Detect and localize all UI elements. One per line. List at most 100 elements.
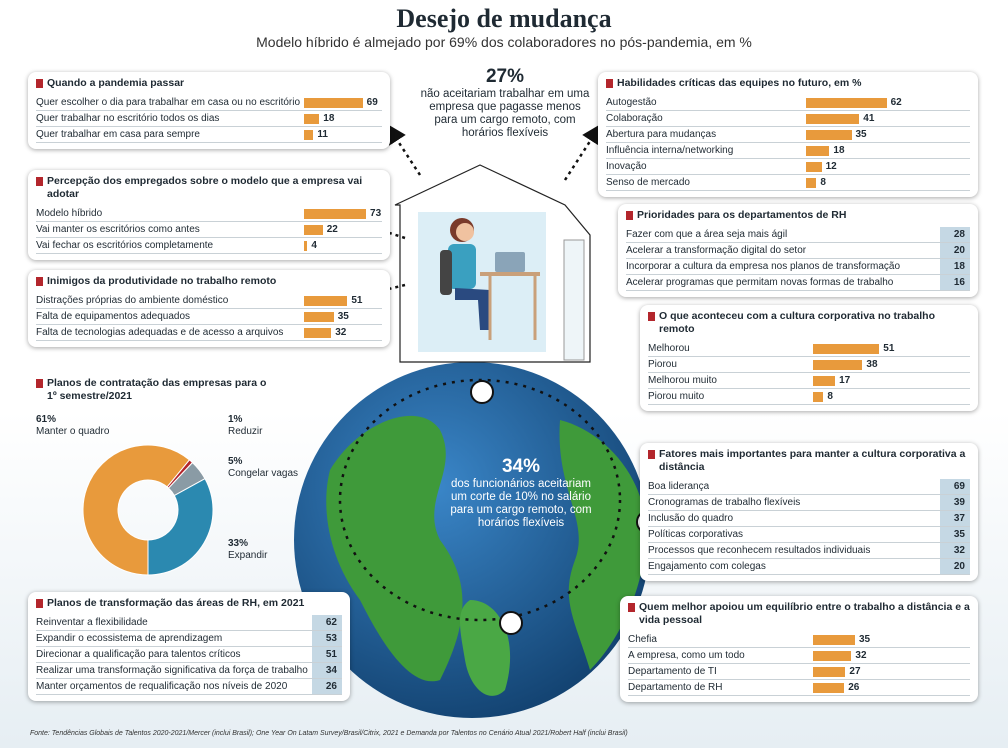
value-label: 32 bbox=[335, 327, 347, 338]
bar-row: Quer escolher o dia para trabalhar em ca… bbox=[36, 95, 382, 111]
category-label: A empresa, como um todo bbox=[628, 650, 745, 661]
value-label: 27 bbox=[849, 666, 861, 677]
category-label: Acelerar a transformação digital do seto… bbox=[626, 245, 807, 256]
arrow bbox=[386, 123, 422, 176]
slice-label: 33% Expandir bbox=[228, 538, 267, 562]
bar bbox=[304, 311, 334, 322]
slice-category: Reduzir bbox=[228, 426, 263, 437]
slice-value: 33% bbox=[228, 538, 249, 549]
category-label: Incorporar a cultura da empresa nos plan… bbox=[626, 261, 901, 272]
category-label: Processos que reconhecem resultados indi… bbox=[648, 545, 871, 556]
category-label: Boa liderança bbox=[648, 481, 710, 492]
slice-category: Manter o quadro bbox=[36, 426, 110, 437]
table-row: Fazer com que a área seja mais ágil 28 bbox=[626, 227, 970, 243]
value-label: 62 bbox=[890, 97, 902, 108]
callout-value: 34% bbox=[501, 456, 541, 477]
bar-row: Autogestão 62 bbox=[606, 95, 970, 111]
bar-row: Modelo híbrido 73 bbox=[36, 206, 382, 222]
value-label: 18 bbox=[323, 113, 335, 124]
bar-row: Senso de mercado 8 bbox=[606, 175, 970, 191]
chart-title: Prioridades para os departamentos de RH bbox=[626, 209, 970, 222]
title: Desejo de mudança bbox=[396, 4, 612, 33]
value-label: 26 bbox=[848, 682, 860, 693]
bar-row: Vai manter os escritórios como antes 22 bbox=[36, 222, 382, 238]
bar bbox=[813, 359, 863, 370]
category-label: Quer trabalhar em casa para sempre bbox=[36, 129, 200, 140]
chart-panel: Quem melhor apoiou um equilíbrio entre o… bbox=[620, 596, 978, 702]
table-value: 35 bbox=[940, 527, 970, 542]
value-label: 35 bbox=[855, 129, 867, 140]
source: Fonte: Tendências Globais de Talentos 20… bbox=[30, 730, 628, 737]
value-label: 73 bbox=[370, 208, 382, 219]
bar-row: A empresa, como um todo 32 bbox=[628, 648, 970, 664]
bar bbox=[813, 375, 836, 386]
category-label: Vai manter os escritórios como antes bbox=[36, 224, 200, 235]
category-label: Realizar uma transformação significativa… bbox=[36, 665, 308, 676]
bar bbox=[806, 113, 860, 124]
table-value: 34 bbox=[312, 663, 342, 678]
callout: 27% não aceitariam trabalhar em uma empr… bbox=[420, 66, 590, 140]
value-label: 35 bbox=[337, 311, 349, 322]
chart-panel: Planos de contratação das empresas para … bbox=[28, 372, 358, 584]
bar bbox=[806, 145, 830, 156]
orbit bbox=[338, 378, 622, 622]
value-label: 22 bbox=[326, 224, 338, 235]
bar-row: Vai fechar os escritórios completamente 4 bbox=[36, 238, 382, 254]
callout: 34% dos funcionários aceitariam um corte… bbox=[446, 456, 596, 530]
value-label: 4 bbox=[311, 240, 317, 251]
table-row: Expandir o ecossistema de aprendizagem 53 bbox=[36, 631, 342, 647]
bar-row: Distrações próprias do ambiente doméstic… bbox=[36, 293, 382, 309]
table-row: Políticas corporativas 35 bbox=[648, 527, 970, 543]
table-value: 16 bbox=[940, 275, 970, 290]
category-label: Engajamento com colegas bbox=[648, 561, 766, 572]
value-label: 11 bbox=[317, 129, 328, 140]
category-label: Departamento de TI bbox=[628, 666, 717, 677]
chart-title: Fatores mais importantes para manter a c… bbox=[648, 448, 970, 474]
category-label: Expandir o ecossistema de aprendizagem bbox=[36, 633, 223, 644]
value-label: 32 bbox=[855, 650, 867, 661]
slice-label: 61% Manter o quadro bbox=[36, 414, 109, 438]
table-value: 32 bbox=[940, 543, 970, 558]
slice-value: 5% bbox=[228, 456, 243, 467]
chart-panel: Inimigos da produtividade no trabalho re… bbox=[28, 270, 390, 347]
continent bbox=[326, 415, 463, 682]
category-label: Colaboração bbox=[606, 113, 663, 124]
bar-row: Piorou muito 8 bbox=[648, 389, 970, 405]
callout-text: não aceitariam trabalhar em uma empresa … bbox=[420, 88, 590, 139]
table-row: Reinventar a flexibilidade 62 bbox=[36, 615, 342, 631]
bar bbox=[304, 240, 308, 251]
donut bbox=[82, 444, 214, 576]
value-label: 18 bbox=[833, 145, 845, 156]
table-value: 69 bbox=[940, 479, 970, 494]
node bbox=[470, 380, 494, 404]
bar-row: Quer trabalhar no escritório todos os di… bbox=[36, 111, 382, 127]
value-label: 51 bbox=[351, 295, 363, 306]
table-row: Acelerar a transformação digital do seto… bbox=[626, 243, 970, 259]
continent bbox=[460, 600, 511, 696]
category-label: Modelo híbrido bbox=[36, 208, 103, 219]
category-label: Vai fechar os escritórios completamente bbox=[36, 240, 214, 251]
bar bbox=[806, 161, 822, 172]
value-label: 8 bbox=[827, 391, 833, 402]
bar bbox=[813, 634, 855, 645]
value-label: 35 bbox=[859, 634, 871, 645]
chart-panel: Fatores mais importantes para manter a c… bbox=[640, 443, 978, 581]
chart-title: Planos de transformação das áreas de RH,… bbox=[36, 597, 342, 610]
category-label: Acelerar programas que permitam novas fo… bbox=[626, 277, 894, 288]
table-row: Incorporar a cultura da empresa nos plan… bbox=[626, 259, 970, 275]
bar-row: Inovação 12 bbox=[606, 159, 970, 175]
category-label: Quer escolher o dia para trabalhar em ca… bbox=[36, 97, 301, 108]
chart-panel: Quando a pandemia passar Quer escolher o … bbox=[28, 72, 390, 149]
chart-title: Percepção dos empregados sobre o modelo … bbox=[36, 175, 382, 201]
bar bbox=[806, 177, 817, 188]
door bbox=[563, 239, 585, 361]
category-label: Melhorou bbox=[648, 343, 690, 354]
category-label: Piorou bbox=[648, 359, 677, 370]
bar-row: Colaboração 41 bbox=[606, 111, 970, 127]
table-row: Processos que reconhecem resultados indi… bbox=[648, 543, 970, 559]
chart-title: Inimigos da produtividade no trabalho re… bbox=[36, 275, 382, 288]
category-label: Piorou muito bbox=[648, 391, 705, 402]
bar-row: Chefia 35 bbox=[628, 632, 970, 648]
woman-legs bbox=[455, 288, 490, 330]
